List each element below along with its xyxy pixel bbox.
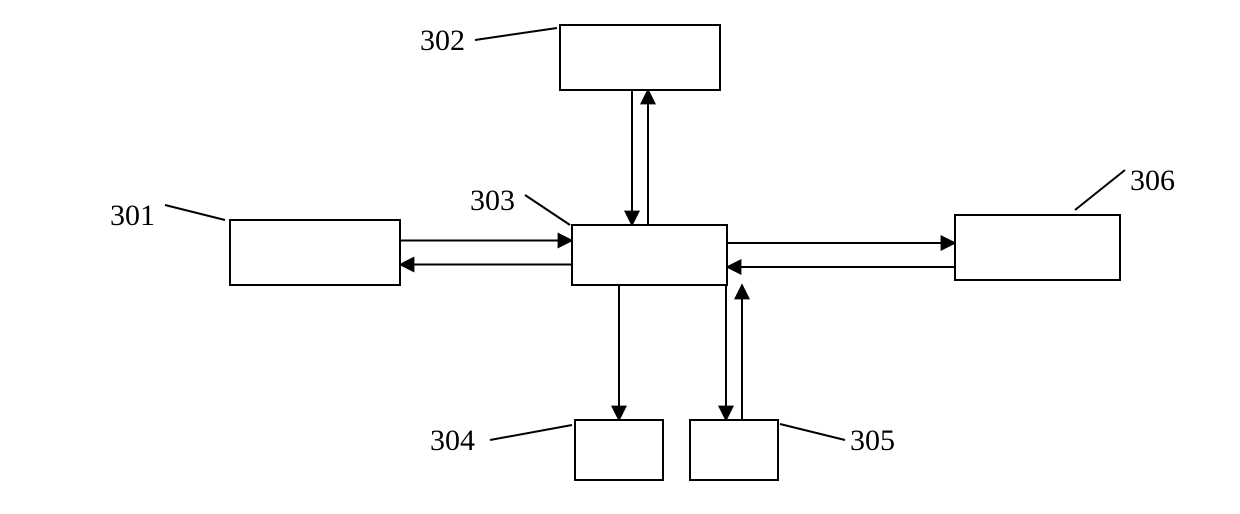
node-n301 (230, 220, 400, 285)
label-n304: 304 (430, 424, 475, 457)
node-n306 (955, 215, 1120, 280)
label-n303: 303 (470, 184, 515, 217)
block-diagram: 301 302 303 304 305 306 (0, 0, 1240, 514)
label-n302: 302 (420, 24, 465, 57)
node-n303 (572, 225, 727, 285)
label-n301: 301 (110, 199, 155, 232)
node-n302 (560, 25, 720, 90)
node-n304 (575, 420, 663, 480)
label-n305: 305 (850, 424, 895, 457)
node-n305 (690, 420, 778, 480)
label-n306: 306 (1130, 164, 1175, 197)
